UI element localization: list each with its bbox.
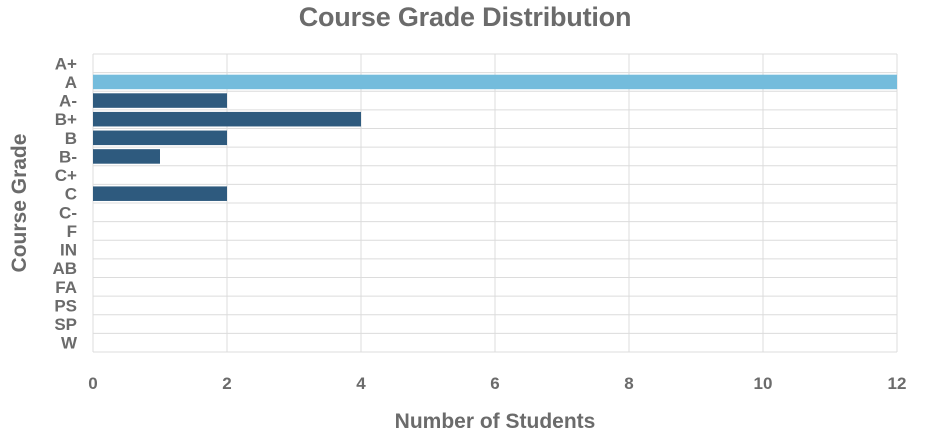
- y-tick-label: A: [65, 73, 77, 92]
- x-tick-label: 8: [624, 374, 633, 393]
- bar-a[interactable]: [93, 74, 897, 90]
- y-tick-label: FA: [55, 278, 77, 297]
- bar-b[interactable]: [93, 130, 227, 146]
- chart-title: Course Grade Distribution: [298, 2, 632, 32]
- bar-c[interactable]: [93, 186, 227, 201]
- y-tick-label: IN: [60, 241, 77, 260]
- x-axis-label: Number of Students: [395, 410, 596, 433]
- y-tick-label: AB: [52, 259, 77, 278]
- grid-layer: [92, 53, 898, 353]
- bar-a-minus[interactable]: [93, 93, 227, 108]
- bar-b-minus[interactable]: [93, 149, 160, 164]
- bar-layer: [93, 74, 897, 201]
- y-tick-label: B-: [59, 147, 77, 166]
- y-tick-label: A+: [55, 54, 77, 73]
- y-tick-label: B+: [55, 110, 77, 129]
- y-tick-label: SP: [54, 315, 77, 334]
- x-tick-label: 6: [490, 374, 499, 393]
- x-tick-label: 0: [88, 374, 97, 393]
- x-tick-label: 2: [222, 374, 231, 393]
- x-tick-label: 10: [754, 374, 773, 393]
- y-tick-label: C+: [55, 166, 77, 185]
- x-tick-label: 12: [888, 374, 907, 393]
- x-tick-label: 4: [356, 374, 366, 393]
- bar-b-minusplus[interactable]: [93, 111, 361, 127]
- y-axis-label: Course Grade: [8, 134, 31, 273]
- y-tick-label: B: [65, 129, 77, 148]
- y-tick-label: W: [61, 334, 78, 353]
- y-tick-label: F: [67, 222, 77, 241]
- y-tick-label: PS: [54, 296, 77, 315]
- y-tick-label: C-: [59, 203, 77, 222]
- y-tick-label: C: [65, 185, 77, 204]
- y-tick-label: A-: [59, 92, 77, 111]
- x-tick-labels: 0 2 4 6 8 10 12: [88, 374, 906, 393]
